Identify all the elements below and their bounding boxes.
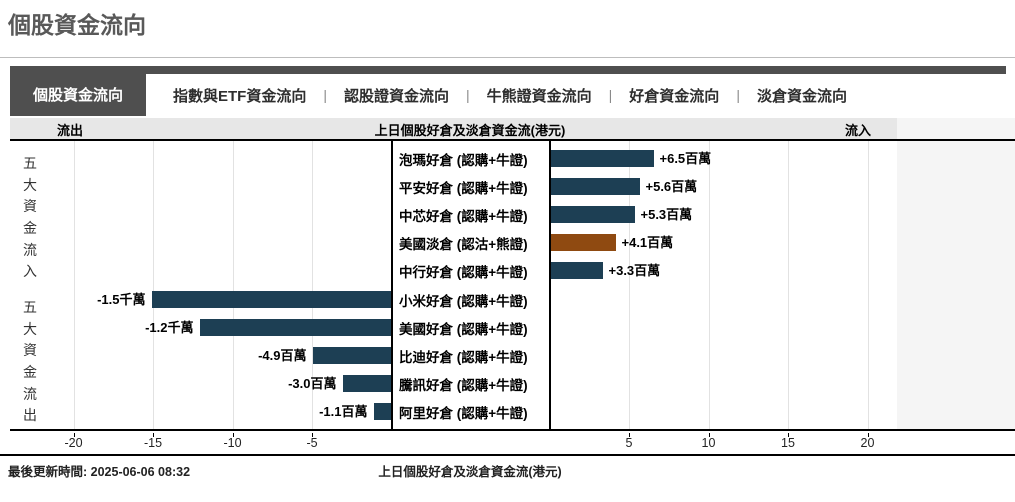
tab-separator: | (466, 87, 470, 103)
tab-long-fund-flow[interactable]: 好倉資金流向 (629, 87, 720, 105)
stock-label: 平安好倉 (認購+牛證) (399, 181, 528, 196)
last-updated-timestamp: 最後更新時間: 2025-06-06 08:32 (8, 465, 191, 479)
tick-mark (708, 433, 710, 437)
flow-bar (550, 234, 616, 251)
stock-label: 比迪好倉 (認購+牛證) (399, 350, 528, 365)
right-band (897, 141, 1015, 431)
category-column-border (390, 141, 393, 431)
chart-header: 流出 上日個股好倉及淡倉資金流(港元) 流入 (10, 118, 897, 139)
flow-bar (199, 319, 391, 336)
category-column-border (548, 141, 551, 431)
tick-mark (73, 433, 75, 437)
gridline (232, 141, 234, 431)
flow-value: +3.3百萬 (608, 263, 661, 278)
tick-mark (232, 433, 234, 437)
tab-warrant-fund-flow[interactable]: 認股證資金流向 (343, 87, 449, 105)
tab-strip (10, 66, 1006, 74)
tick-mark (153, 433, 154, 437)
flow-value: -4.9百萬 (258, 348, 307, 363)
gridline (708, 141, 710, 431)
x-tick-label: -5 (306, 436, 318, 450)
x-tick-label: -10 (223, 436, 242, 450)
tab-index-etf-fund-flow[interactable]: 指數與ETF資金流向 (173, 87, 307, 105)
x-tick-label: 20 (860, 436, 875, 450)
stock-label: 騰訊好倉 (認購+牛證) (399, 378, 528, 393)
flow-bar (550, 178, 640, 195)
flow-value: -3.0百萬 (288, 376, 337, 391)
x-tick-label: -20 (64, 436, 83, 450)
x-tick-label: -15 (143, 436, 163, 450)
tab-group: 指數與ETF資金流向 | 認股證資金流向 | 牛熊證資金流向 | 好倉資金流向 … (160, 74, 864, 116)
flow-bar (312, 347, 391, 364)
gridline (73, 141, 75, 431)
flow-bar (151, 291, 391, 308)
tick-mark (312, 433, 313, 437)
flow-value: +5.3百萬 (640, 207, 693, 222)
x-tick-label: 5 (625, 436, 633, 450)
flow-bar (550, 262, 603, 279)
x-axis-line (10, 429, 1015, 431)
page-title: 個股資金流向 (8, 12, 146, 38)
tab-separator: | (608, 87, 613, 103)
chart-plot: 五大資金流入 五大資金流出 泡瑪好倉 (認購+牛證) +6.5百萬平安好倉 (認購… (0, 141, 1015, 431)
gridline (788, 141, 789, 431)
stock-label: 中芯好倉 (認購+牛證) (399, 209, 528, 224)
flow-bar (342, 375, 391, 392)
tab-stock-fund-flow[interactable]: 個股資金流向 (10, 66, 146, 116)
stock-label: 小米好倉 (認購+牛證) (399, 294, 528, 309)
x-tick-label: 15 (781, 436, 795, 450)
stock-label: 中行好倉 (認購+牛證) (399, 265, 528, 280)
x-axis-tick-row: -20 -15 -10 -5 5 10 15 20 (0, 433, 1015, 453)
flow-value: +5.6百萬 (645, 179, 698, 194)
chart-header-title: 上日個股好倉及淡倉資金流(港元) (374, 123, 566, 138)
tick-mark (629, 433, 630, 437)
tick-mark (867, 433, 869, 437)
chart-header-underline (10, 139, 1015, 141)
outflow-label: 流出 (57, 123, 84, 138)
inflow-label: 流入 (845, 123, 872, 138)
gridline (312, 141, 313, 431)
title-divider (0, 57, 1015, 58)
flow-bar (550, 206, 635, 223)
side-label-top-five-inflows: 五大資金流入 (23, 155, 37, 280)
gridline (629, 141, 630, 431)
flow-value: -1.1百萬 (319, 404, 368, 419)
stock-label: 美國淡倉 (認沽+熊證) (399, 237, 528, 252)
stock-label: 美國好倉 (認購+牛證) (399, 322, 528, 337)
side-label-top-five-outflows: 五大資金流出 (23, 299, 37, 424)
flow-value: -1.2千萬 (145, 320, 194, 335)
gridline (867, 141, 869, 431)
x-tick-label: 10 (701, 436, 716, 450)
gridline (153, 141, 154, 431)
tab-separator: | (736, 87, 740, 103)
flow-bar (373, 403, 391, 420)
stock-label: 阿里好倉 (認購+牛證) (399, 406, 528, 421)
x-axis-title: 上日個股好倉及淡倉資金流(港元) (378, 465, 562, 479)
tick-mark (788, 433, 789, 437)
flow-bar (550, 150, 654, 167)
tab-bar: 個股資金流向 指數與ETF資金流向 | 認股證資金流向 | 牛熊證資金流向 | … (10, 66, 1006, 116)
flow-value: +6.5百萬 (659, 151, 712, 166)
tab-short-fund-flow[interactable]: 淡倉資金流向 (756, 87, 847, 105)
flow-value: +4.1百萬 (621, 235, 674, 250)
tab-cbbc-fund-flow[interactable]: 牛熊證資金流向 (486, 87, 592, 105)
bottom-divider (0, 454, 1015, 456)
tab-separator: | (323, 87, 327, 103)
chart-header-right-band (897, 118, 1015, 139)
flow-value: -1.5千萬 (97, 292, 146, 307)
stock-label: 泡瑪好倉 (認購+牛證) (399, 153, 528, 168)
